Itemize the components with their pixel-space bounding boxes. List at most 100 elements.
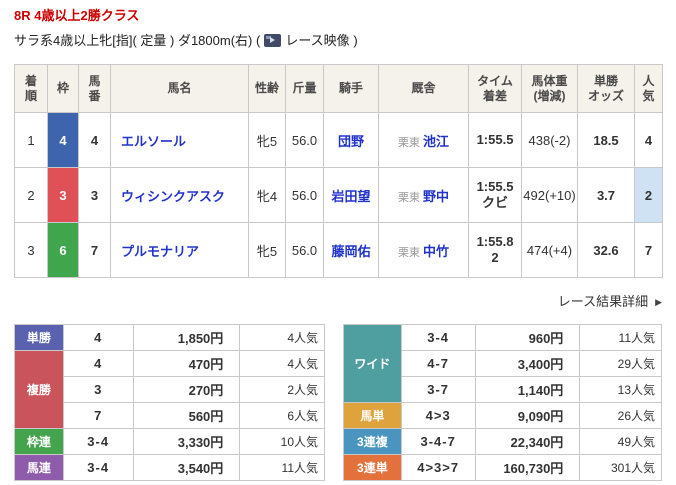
column-header: 枠 (47, 64, 79, 113)
jockey-link[interactable]: 団野 (337, 133, 364, 149)
payout-popularity: 49人気 (579, 428, 662, 455)
payout-combination: 3-4 (62, 454, 134, 481)
payout-combination: 3 (62, 376, 134, 403)
payout-combination: 7 (62, 402, 134, 429)
paren-close: ) (353, 33, 358, 48)
horse-name-link[interactable]: エルソール (121, 133, 187, 149)
payout-popularity: 6人気 (239, 402, 326, 429)
payout-combination: 3-4 (62, 428, 134, 455)
carried-weight-cell: 56.0 (285, 112, 324, 168)
horse-number-cell: 7 (78, 222, 111, 278)
horse-number-cell: 4 (78, 112, 111, 168)
payout-table-left: 単勝 4 1,850円 4人気 複勝 4 470円 4人気 3 270円 2人気 7 560円 6人気 枠連… (14, 324, 326, 481)
payout-combination: 4>3 (400, 402, 476, 429)
results-header-row: 着 順枠馬 番馬名 性齢 斤量 騎手 厩舎 タイム 着差 馬体重 (増減) 単勝 オッズ人 気 (14, 64, 663, 113)
column-header: 馬名 (110, 64, 249, 113)
horse-number-cell: 3 (78, 167, 111, 223)
column-header: 着 順 (14, 64, 48, 113)
margin: 2 (491, 250, 499, 265)
time-margin-cell: 1:55.5 クビ (468, 167, 522, 223)
payout-type-label: 枠連 (14, 428, 64, 455)
payout-popularity: 2人気 (239, 376, 326, 403)
jockey-cell: 団野 (323, 112, 379, 168)
finish-time: 1:55.8 (476, 234, 514, 249)
payout-popularity: 301人気 (579, 454, 662, 481)
jockey-cell: 岩田望 (323, 167, 379, 223)
trainer-link[interactable]: 野中 (422, 188, 449, 204)
time-margin-cell: 1:55.5 (468, 112, 522, 168)
jockey-link[interactable]: 岩田望 (331, 188, 371, 204)
column-header: 斤量 (285, 64, 324, 113)
horse-name-cell: プルモナリア (110, 222, 249, 278)
jockey-cell: 藤岡佑 (323, 222, 379, 278)
payout-combination: 4 (62, 324, 134, 351)
race-video-link[interactable]: レース映像 (285, 33, 350, 48)
trainer-link[interactable]: 中竹 (422, 243, 449, 259)
win-odds-cell: 18.5 (577, 112, 635, 168)
payout-type-label: 馬単 (343, 402, 402, 429)
payout-section: 単勝 4 1,850円 4人気 複勝 4 470円 4人気 3 270円 2人気 7 560円 6人気 枠連… (14, 324, 662, 481)
payout-popularity: 11人気 (239, 454, 326, 481)
horse-name-link[interactable]: プルモナリア (121, 243, 200, 259)
payout-row: 7 560円 6人気 (15, 402, 326, 429)
payout-amount: 270円 (132, 376, 241, 403)
time-margin-cell: 1:55.8 2 (468, 222, 522, 278)
race-result-detail-link[interactable]: レース結果詳細 ▶ (558, 294, 662, 309)
payout-row: 複勝 4 470円 4人気 (14, 350, 326, 429)
finish-time: 1:55.5 (476, 132, 514, 147)
results-body: 1 4 4 エルソール 牝5 56.0 団野 栗東 池江 1:55.5 438(-2) 18.5 4 2 3… (14, 112, 663, 278)
payout-row: 3連単 4>3>7 160,730円 301人気 (343, 454, 662, 481)
result-row: 1 4 4 エルソール 牝5 56.0 団野 栗東 池江 1:55.5 438(-2) 18.5 4 (14, 112, 663, 168)
margin: クビ (481, 195, 508, 210)
horse-name-link[interactable]: ウィシンクアスク (121, 188, 226, 204)
race-conditions-line: サラ系4歳以上牝[指]( 定量 ) ダ1800m(右) (レース映像 ) (14, 33, 662, 48)
horse-name-cell: エルソール (110, 112, 249, 168)
payout-popularity: 4人気 (239, 350, 326, 377)
payout-row: 3連複 3-4-7 22,340円 49人気 (343, 428, 662, 455)
payout-combination: 3-4 (400, 324, 476, 351)
race-results-table: 着 順枠馬 番馬名 性齢 斤量 騎手 厩舎 タイム 着差 馬体重 (増減) 単勝 オッズ人 気… (14, 64, 663, 278)
trainer-link[interactable]: 池江 (422, 133, 449, 149)
play-video-icon[interactable] (264, 34, 282, 47)
payout-row: 3-7 1,140円 13人気 (344, 376, 662, 403)
stable-cell: 栗東 中竹 (378, 222, 469, 278)
payout-popularity: 4人気 (239, 324, 326, 351)
column-header: 馬 番 (78, 64, 111, 113)
rank-cell: 1 (14, 112, 48, 168)
arrow-right-icon: ▶ (655, 297, 662, 307)
payout-combination: 3-4-7 (400, 428, 476, 455)
win-odds-cell: 32.6 (577, 222, 635, 278)
popularity-cell: 4 (634, 112, 663, 168)
win-odds-cell: 3.7 (577, 167, 635, 223)
payout-popularity: 10人気 (239, 428, 326, 455)
column-header: 性齢 (248, 64, 286, 113)
payout-type-label: 単勝 (14, 324, 64, 351)
payout-amount: 960円 (474, 324, 581, 351)
detail-link-row: レース結果詳細 ▶ (14, 291, 662, 310)
payout-popularity: 13人気 (579, 376, 662, 403)
payout-popularity: 29人気 (579, 350, 662, 377)
column-header: タイム 着差 (468, 64, 522, 113)
finish-time: 1:55.5 (476, 179, 514, 194)
body-weight-cell: 438(-2) (521, 112, 578, 168)
payout-amount: 1,140円 (474, 376, 581, 403)
column-header: 騎手 (323, 64, 379, 113)
body-weight-cell: 492(+10) (521, 167, 578, 223)
payout-combination: 3-7 (400, 376, 476, 403)
jockey-link[interactable]: 藤岡佑 (331, 243, 371, 259)
payout-popularity: 11人気 (579, 324, 662, 351)
payout-combination: 4-7 (400, 350, 476, 377)
sex-age-cell: 牝5 (248, 112, 286, 168)
payout-type-label: 複勝 (14, 350, 64, 429)
payout-table-right: ワイド 3-4 960円 11人気 4-7 3,400円 29人気 3-7 1,140円 13人気… (343, 324, 662, 481)
stable-cell: 栗東 野中 (378, 167, 469, 223)
payout-type-label: 馬連 (14, 454, 64, 481)
payout-amount: 3,400円 (474, 350, 581, 377)
payout-amount: 3,330円 (132, 428, 241, 455)
payout-row: ワイド 3-4 960円 11人気 (343, 324, 662, 403)
stable-area-label: 栗東 (397, 246, 420, 259)
paren-open: ( (255, 33, 261, 48)
sex-age-cell: 牝4 (248, 167, 286, 223)
payout-amount: 560円 (132, 402, 241, 429)
